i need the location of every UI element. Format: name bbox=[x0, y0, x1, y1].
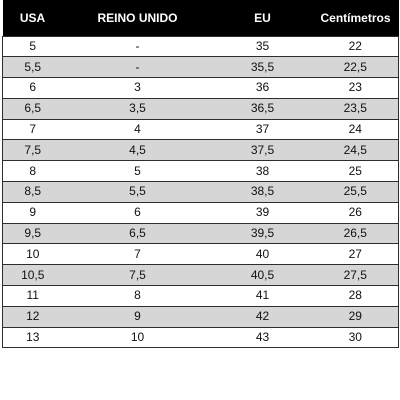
cell-cm: 26 bbox=[312, 201, 399, 224]
cell-usa: 8,5 bbox=[2, 181, 63, 203]
cell-uk: 10 bbox=[62, 326, 213, 349]
cell-cm: 24 bbox=[312, 118, 399, 140]
cell-eu: 39 bbox=[212, 201, 313, 224]
cell-usa: 13 bbox=[2, 326, 63, 349]
cell-usa: 9 bbox=[2, 201, 63, 224]
cell-usa: 11 bbox=[2, 285, 63, 307]
cell-cm: 27 bbox=[312, 243, 399, 265]
cell-cm: 25 bbox=[312, 160, 399, 182]
table-row: 6,5 3,5 36,5 23,5 bbox=[2, 97, 399, 120]
cell-cm: 26,5 bbox=[312, 222, 399, 244]
cell-eu: 39,5 bbox=[212, 222, 313, 244]
cell-cm: 22 bbox=[312, 35, 399, 57]
cell-cm: 24,5 bbox=[312, 139, 399, 161]
cell-usa: 12 bbox=[2, 305, 63, 328]
table-row: 10 7 40 27 bbox=[2, 243, 399, 265]
cell-usa: 6 bbox=[2, 77, 63, 99]
cell-cm: 27,5 bbox=[312, 264, 399, 286]
cell-eu: 38,5 bbox=[212, 181, 313, 203]
cell-uk: - bbox=[62, 56, 213, 78]
cell-uk: 3 bbox=[62, 77, 213, 99]
cell-uk: 7 bbox=[62, 243, 213, 265]
cell-eu: 40 bbox=[212, 243, 313, 265]
table-row: 8,5 5,5 38,5 25,5 bbox=[2, 181, 399, 203]
cell-usa: 7,5 bbox=[2, 139, 63, 161]
cell-uk: 9 bbox=[62, 305, 213, 328]
table-row: 13 10 43 30 bbox=[2, 326, 399, 349]
cell-cm: 28 bbox=[312, 285, 399, 307]
table-row: 5-35 22 bbox=[2, 35, 399, 57]
cell-uk: 3,5 bbox=[62, 97, 213, 120]
cell-cm: 29 bbox=[312, 305, 399, 328]
cell-eu: 41 bbox=[212, 285, 313, 307]
header-cm: Centímetros bbox=[312, 0, 399, 36]
cell-uk: 5,5 bbox=[62, 181, 213, 203]
table-header: USA REINO UNIDO EU Centímetros bbox=[2, 0, 399, 36]
table-row: 6 3 36 23 bbox=[2, 77, 399, 99]
table-row: 9,5 6,5 39,5 26,5 bbox=[2, 222, 399, 244]
size-conversion-table: USA REINO UNIDO EU Centímetros 5-35 22 5,5… bbox=[2, 0, 399, 349]
cell-eu: 43 bbox=[212, 326, 313, 349]
cell-cm: 23,5 bbox=[312, 97, 399, 120]
cell-usa: 5,5 bbox=[2, 56, 63, 78]
cell-eu: 42 bbox=[212, 305, 313, 328]
cell-cm: 30 bbox=[312, 326, 399, 349]
cell-cm: 22,5 bbox=[312, 56, 399, 78]
cell-uk: - bbox=[62, 35, 213, 57]
cell-usa: 9,5 bbox=[2, 222, 63, 244]
header-usa: USA bbox=[2, 0, 63, 36]
cell-cm: 25,5 bbox=[312, 181, 399, 203]
header-row: USA REINO UNIDO EU Centímetros bbox=[2, 0, 399, 36]
table-row: 7,5 4,5 37,5 24,5 bbox=[2, 139, 399, 161]
cell-usa: 5 bbox=[2, 35, 63, 57]
table-row: 7 4 37 24 bbox=[2, 118, 399, 140]
cell-usa: 10,5 bbox=[2, 264, 63, 286]
cell-uk: 8 bbox=[62, 285, 213, 307]
table-row: 11 8 41 28 bbox=[2, 285, 399, 307]
cell-uk: 5 bbox=[62, 160, 213, 182]
table-row: 9 6 39 26 bbox=[2, 201, 399, 224]
cell-uk: 7,5 bbox=[62, 264, 213, 286]
cell-usa: 7 bbox=[2, 118, 63, 140]
cell-eu: 35,5 bbox=[212, 56, 313, 78]
cell-usa: 10 bbox=[2, 243, 63, 265]
table-body: 5-35 22 5,5-35,5 22,5 6 3 36 23 6,5 3,5 36,5 23,5 7 4… bbox=[2, 35, 399, 349]
header-eu: EU bbox=[212, 0, 313, 36]
cell-eu: 37,5 bbox=[212, 139, 313, 161]
cell-uk: 4,5 bbox=[62, 139, 213, 161]
cell-usa: 6,5 bbox=[2, 97, 63, 120]
cell-usa: 8 bbox=[2, 160, 63, 182]
table-row: 10,5 7,5 40,5 27,5 bbox=[2, 264, 399, 286]
cell-eu: 36 bbox=[212, 77, 313, 99]
cell-uk: 4 bbox=[62, 118, 213, 140]
cell-eu: 40,5 bbox=[212, 264, 313, 286]
table-row: 8 5 38 25 bbox=[2, 160, 399, 182]
cell-uk: 6,5 bbox=[62, 222, 213, 244]
header-uk: REINO UNIDO bbox=[62, 0, 213, 36]
cell-eu: 37 bbox=[212, 118, 313, 140]
table-row: 12 9 42 29 bbox=[2, 305, 399, 328]
cell-eu: 36,5 bbox=[212, 97, 313, 120]
cell-uk: 6 bbox=[62, 201, 213, 224]
size-chart: USA REINO UNIDO EU Centímetros 5-35 22 5,5… bbox=[2, 0, 399, 349]
table-row: 5,5-35,5 22,5 bbox=[2, 56, 399, 78]
cell-cm: 23 bbox=[312, 77, 399, 99]
cell-eu: 35 bbox=[212, 35, 313, 57]
cell-eu: 38 bbox=[212, 160, 313, 182]
